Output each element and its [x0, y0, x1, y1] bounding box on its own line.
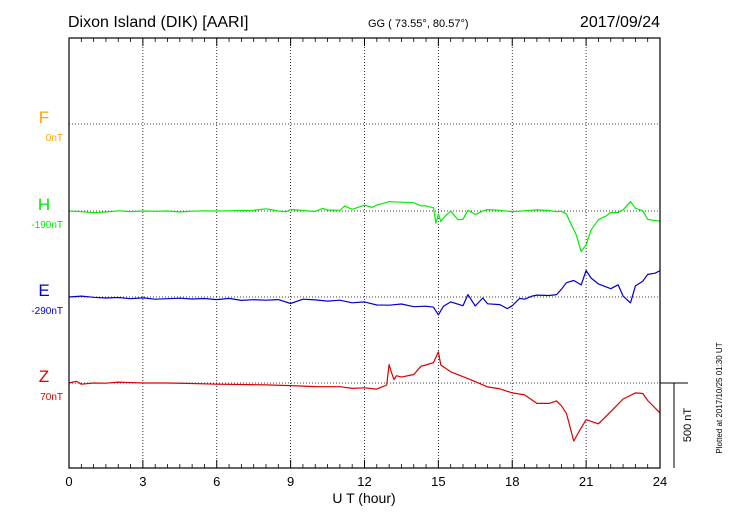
- scale-bar-label: 500 nT: [682, 408, 694, 443]
- x-tick-label: 24: [653, 474, 667, 489]
- series-z-line: [68, 351, 661, 442]
- station-title: Dixon Island (DIK) [AARI]: [68, 14, 249, 31]
- component-e-label: E: [38, 281, 49, 300]
- x-ticks: 0 3 6 9 12 15 18 21 24: [65, 38, 667, 489]
- plotted-note: Plotted at 2017/10/25 01:30 UT: [715, 342, 724, 453]
- component-h-baseline: -190nT: [31, 220, 63, 231]
- component-labels: F 0nT H -190nT E -290nT Z 70nT: [31, 108, 63, 403]
- x-tick-label: 6: [213, 474, 220, 489]
- series-h-line: [68, 201, 661, 253]
- series-lines: [68, 201, 661, 442]
- grid: [69, 38, 660, 468]
- x-tick-label: 9: [287, 474, 294, 489]
- coordinates-label: GG ( 73.55°, 80.57°): [368, 18, 469, 30]
- plot-frame: [68, 37, 661, 469]
- component-f-baseline: 0nT: [46, 133, 63, 144]
- x-tick-label: 12: [357, 474, 371, 489]
- scale-bar: 500 nT: [660, 382, 694, 468]
- component-z-label: Z: [39, 367, 49, 386]
- x-tick-label: 15: [431, 474, 445, 489]
- series-e-line: [68, 269, 661, 316]
- x-tick-label: 3: [139, 474, 146, 489]
- component-e-baseline: -290nT: [31, 306, 63, 317]
- x-tick-label: 21: [579, 474, 593, 489]
- component-h-label: H: [38, 195, 50, 214]
- x-tick-label: 18: [505, 474, 519, 489]
- x-tick-label: 0: [65, 474, 72, 489]
- component-f-label: F: [39, 108, 49, 127]
- component-z-baseline: 70nT: [40, 392, 63, 403]
- x-axis-label: U T (hour): [332, 490, 395, 506]
- date-label: 2017/09/24: [580, 14, 660, 31]
